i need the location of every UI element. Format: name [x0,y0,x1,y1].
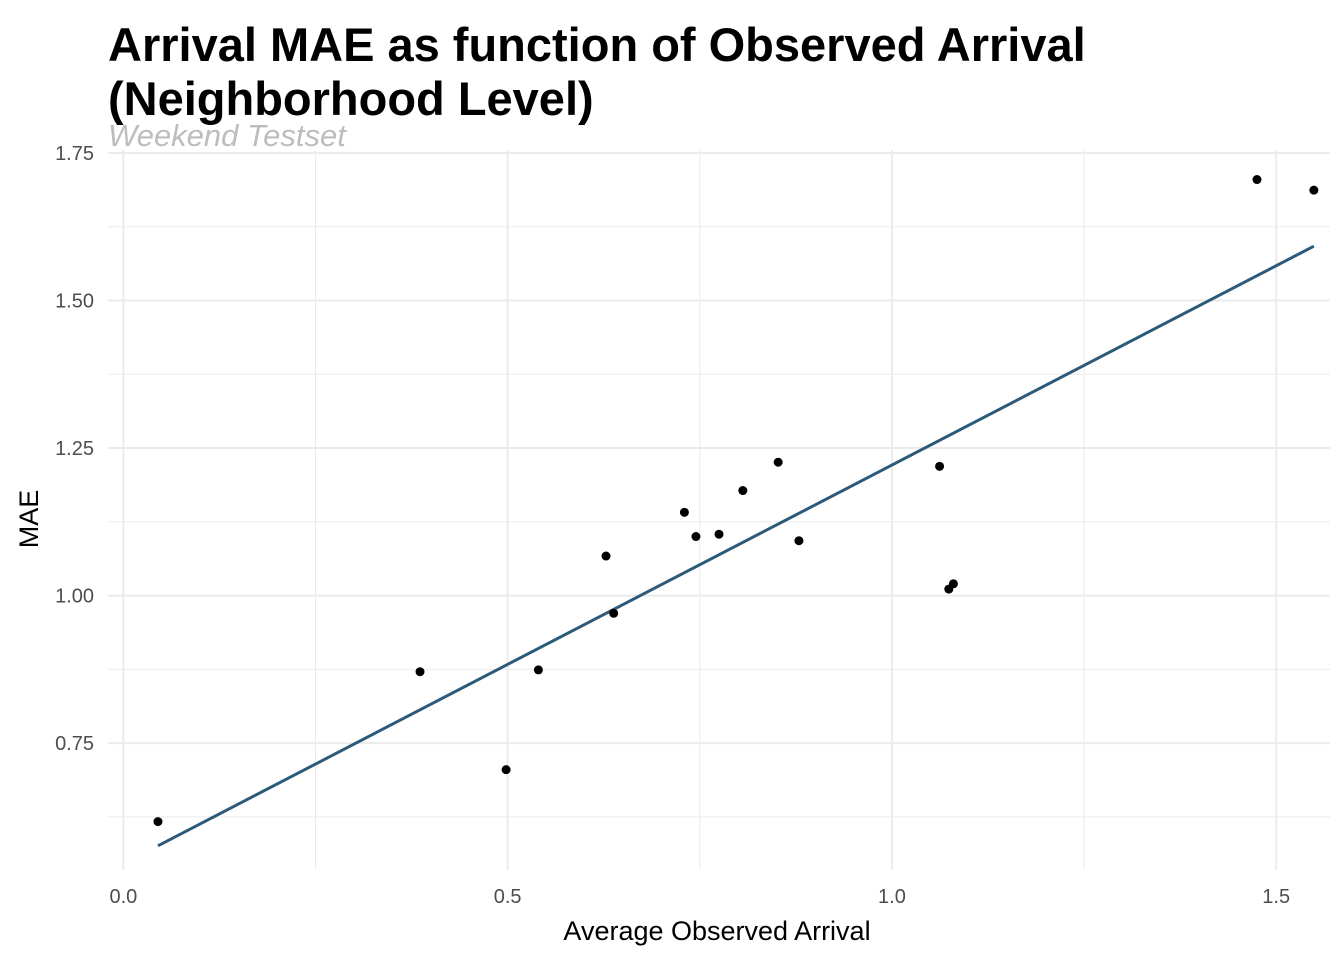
scatter-points [153,175,1319,827]
data-point [948,579,958,589]
chart-subtitle: Weekend Testset [108,118,346,153]
y-axis-title: MAE [14,490,44,549]
x-tick-label: 0.5 [494,886,522,908]
y-tick-label: 1.75 [55,143,94,165]
regression-line [157,244,1315,848]
x-axis-title: Average Observed Arrival [563,916,870,946]
data-point [153,817,163,827]
data-point [533,665,543,675]
data-point [691,532,701,542]
data-point [773,457,783,467]
minor-gridlines [108,150,1330,870]
data-point [501,765,511,775]
y-tick-label: 1.50 [55,290,94,312]
regression-line-layer [157,244,1315,848]
data-point [609,608,619,618]
y-tick-label: 1.25 [55,438,94,460]
x-tick-label: 0.0 [109,886,137,908]
data-point [714,529,724,539]
x-axis-tick-labels: 0.0 0.5 1.0 1.5 [109,886,1290,908]
data-point [738,486,748,496]
data-point [1309,185,1319,195]
data-point [601,551,611,561]
y-axis-tick-labels: 0.75 1.00 1.25 1.50 1.75 [55,143,94,755]
x-tick-label: 1.0 [878,886,906,908]
y-tick-label: 1.00 [55,586,94,608]
y-tick-label: 0.75 [55,733,94,755]
data-point [1252,175,1262,185]
x-tick-label: 1.5 [1262,886,1290,908]
data-point [935,461,945,471]
data-point [794,536,804,546]
major-gridlines [108,150,1330,870]
data-point [415,667,425,677]
chart-title: Arrival MAE as function of Observed Arri… [108,18,1086,125]
data-point [679,507,689,517]
